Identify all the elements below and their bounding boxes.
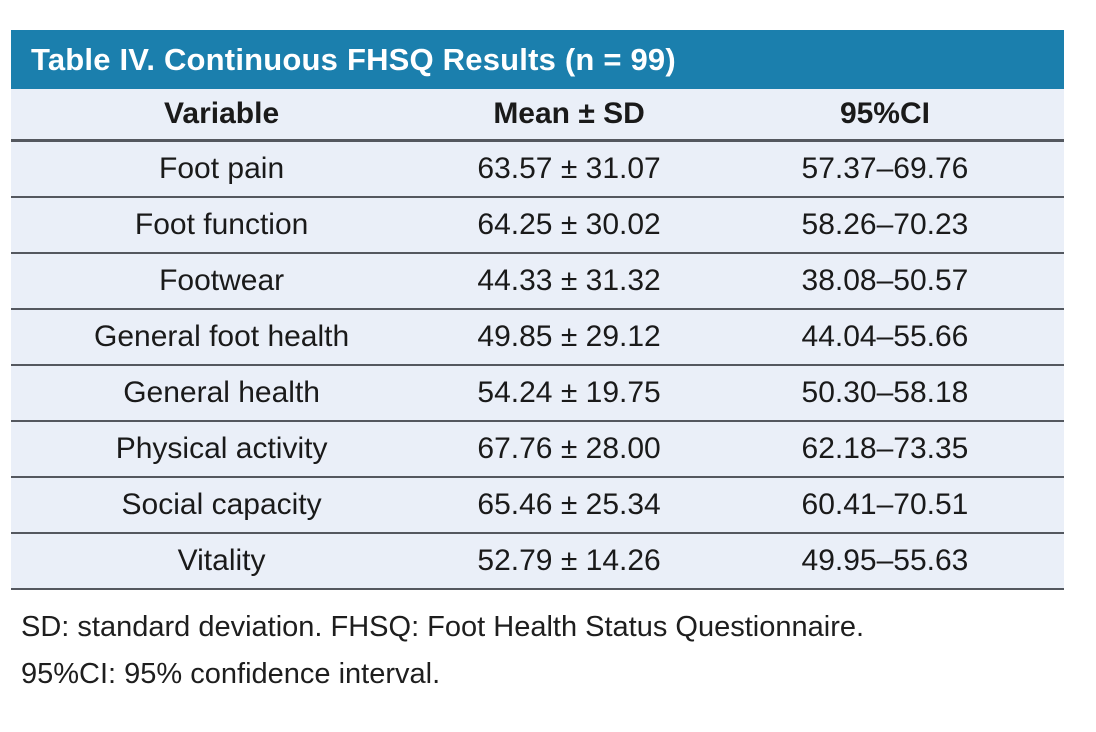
cell-ci: 62.18–73.35 (801, 432, 969, 465)
cell-mean-sd: 52.79 ± 14.26 (477, 544, 661, 577)
table-row: Footwear 44.33 ± 31.32 38.08–50.57 (11, 254, 1064, 310)
cell-mean-sd: 63.57 ± 31.07 (477, 152, 661, 185)
cell-mean-sd: 67.76 ± 28.00 (477, 432, 661, 465)
table-footnotes: SD: standard deviation. FHSQ: Foot Healt… (11, 590, 1064, 698)
table-row: Vitality 52.79 ± 14.26 49.95–55.63 (11, 534, 1064, 590)
cell-variable: General health (123, 376, 320, 409)
cell-mean-sd: 65.46 ± 25.34 (477, 488, 661, 521)
table-header-row: Variable Mean ± SD 95%CI (11, 89, 1064, 142)
table-row: Social capacity 65.46 ± 25.34 60.41–70.5… (11, 478, 1064, 534)
cell-mean-sd: 54.24 ± 19.75 (477, 376, 661, 409)
table-row: General health 54.24 ± 19.75 50.30–58.18 (11, 366, 1064, 422)
cell-ci: 57.37–69.76 (801, 152, 969, 185)
cell-variable: Vitality (177, 544, 266, 577)
column-header-ci: 95%CI (839, 97, 930, 130)
cell-variable: Physical activity (115, 432, 328, 465)
cell-ci: 38.08–50.57 (801, 264, 969, 297)
table-row: Foot function 64.25 ± 30.02 58.26–70.23 (11, 198, 1064, 254)
cell-variable: General foot health (94, 320, 350, 353)
footnote-abbreviations: SD: standard deviation. FHSQ: Foot Healt… (21, 611, 865, 643)
footnote-ci-definition: 95%CI: 95% confidence interval. (21, 658, 441, 690)
cell-variable: Footwear (159, 264, 285, 297)
cell-mean-sd: 64.25 ± 30.02 (477, 208, 661, 241)
cell-variable: Foot function (134, 208, 309, 241)
cell-variable: Social capacity (121, 488, 322, 521)
cell-ci: 44.04–55.66 (801, 320, 969, 353)
cell-ci: 50.30–58.18 (801, 376, 969, 409)
cell-ci: 60.41–70.51 (801, 488, 969, 521)
cell-mean-sd: 44.33 ± 31.32 (477, 264, 661, 297)
fhsq-results-table: Table IV. Continuous FHSQ Results (n = 9… (11, 30, 1064, 698)
table-title: Table IV. Continuous FHSQ Results (n = 9… (31, 41, 676, 77)
table-row: Foot pain 63.57 ± 31.07 57.37–69.76 (11, 142, 1064, 198)
table-row: General foot health 49.85 ± 29.12 44.04–… (11, 310, 1064, 366)
cell-mean-sd: 49.85 ± 29.12 (477, 320, 661, 353)
cell-ci: 58.26–70.23 (801, 208, 969, 241)
table-title-bar: Table IV. Continuous FHSQ Results (n = 9… (11, 30, 1064, 89)
column-header-variable: Variable (164, 97, 280, 130)
column-header-mean-sd: Mean ± SD (493, 97, 645, 130)
cell-ci: 49.95–55.63 (801, 544, 969, 577)
table-row: Physical activity 67.76 ± 28.00 62.18–73… (11, 422, 1064, 478)
cell-variable: Foot pain (159, 152, 285, 185)
